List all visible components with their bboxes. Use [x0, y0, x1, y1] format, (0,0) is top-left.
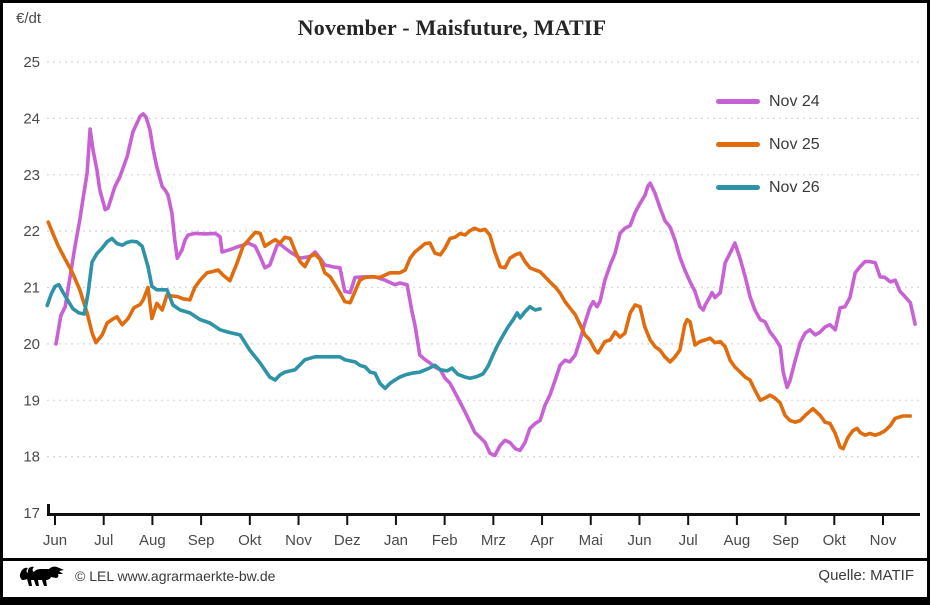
legend-swatch: [716, 142, 760, 147]
x-tick-label: Sep: [188, 532, 215, 549]
x-tick-label: Jun: [627, 532, 651, 549]
copyright-text: © LEL www.agrarmaerkte-bw.de: [75, 568, 276, 584]
x-tick-label: Mai: [579, 532, 603, 549]
x-tick-label: Sep: [772, 532, 799, 549]
x-tick-label: Nov: [285, 532, 312, 549]
x-tick-label: Jan: [384, 532, 408, 549]
series-line-nov-24: [54, 112, 917, 458]
y-tick-label: 20: [23, 336, 40, 353]
x-tick-label: Jun: [43, 532, 67, 549]
y-tick-label: 24: [23, 110, 40, 127]
x-tick-label: Okt: [823, 532, 847, 549]
y-tick-label: 19: [23, 392, 40, 409]
series-line-nov-26: [45, 236, 542, 391]
y-tick-label: 21: [23, 280, 40, 297]
legend: Nov 24 Nov 25 Nov 26: [716, 80, 820, 209]
legend-label: Nov 26: [769, 178, 820, 196]
frame-border-top: [0, 0, 930, 3]
y-axis-unit-label: €/dt: [16, 10, 42, 27]
x-tick-label: Jul: [94, 532, 113, 549]
frame-border-right: [927, 0, 930, 605]
y-tick-label: 17: [23, 505, 40, 522]
legend-label: Nov 25: [769, 135, 820, 153]
x-tick-label: Okt: [238, 532, 262, 549]
footer-branding: © LEL www.agrarmaerkte-bw.de: [18, 563, 275, 589]
legend-swatch: [716, 185, 760, 190]
lel-lion-logo: [19, 566, 65, 586]
y-tick-label: 23: [23, 167, 40, 184]
x-tick-label: Aug: [139, 532, 166, 549]
y-tick-label: 22: [23, 223, 40, 240]
x-tick-label: Nov: [870, 532, 897, 549]
y-tick-label: 25: [23, 54, 40, 71]
chart-title: November - Maisfuture, MATIF: [297, 15, 607, 40]
x-tick-label: Mrz: [481, 532, 506, 549]
legend-swatch: [716, 99, 760, 104]
legend-item-nov-26: Nov 26: [716, 166, 820, 209]
legend-label: Nov 24: [769, 92, 820, 110]
x-tick-label: Apr: [530, 532, 553, 549]
frame-border-bottom: [0, 597, 930, 605]
x-tick-label: Aug: [724, 532, 751, 549]
series-line-nov-25: [46, 220, 913, 451]
legend-item-nov-24: Nov 24: [716, 80, 820, 123]
frame-border-left: [0, 0, 3, 605]
x-tick-label: Feb: [432, 532, 458, 549]
x-tick-label: Dez: [334, 532, 361, 549]
y-tick-label: 18: [23, 449, 40, 466]
x-tick-label: Jul: [679, 532, 698, 549]
source-text: Quelle: MATIF: [818, 567, 914, 584]
legend-item-nov-25: Nov 25: [716, 123, 820, 166]
footer-separator-line: [0, 558, 930, 561]
